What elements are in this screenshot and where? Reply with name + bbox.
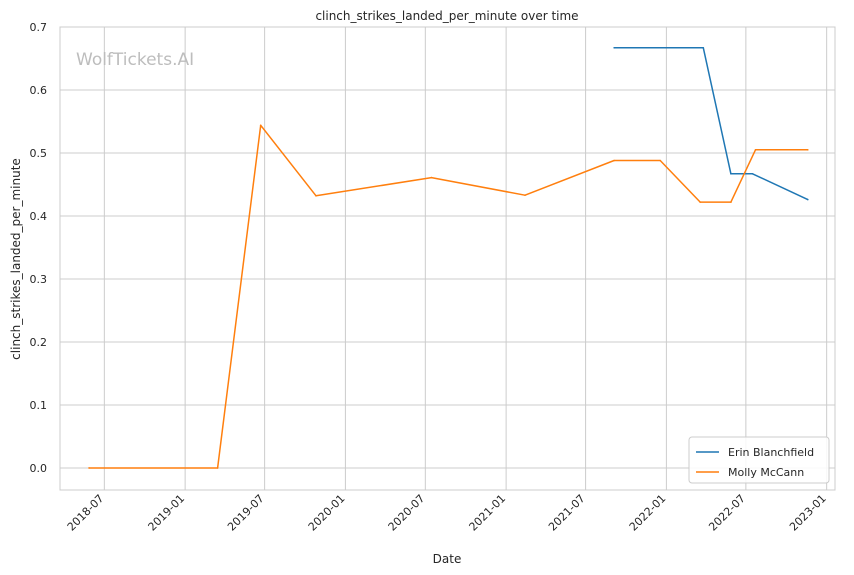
- y-axis-title: clinch_strikes_landed_per_minute: [9, 158, 23, 360]
- legend-box: [688, 436, 830, 484]
- data-point-molly-mccann: [806, 149, 809, 151]
- data-point-erin-blanchfield: [730, 172, 732, 175]
- x-tick-label: 2022-01: [627, 492, 669, 534]
- legend-label-erin-blanchfield: Erin Blanchfield: [728, 446, 814, 459]
- watermark: WolfTickets.AI: [76, 50, 194, 70]
- y-tick-label: 0.6: [30, 84, 48, 97]
- plot-area: [59, 26, 836, 491]
- series-layer: [88, 46, 809, 469]
- x-tick-label: 2021-01: [467, 492, 509, 534]
- x-tick-labels: 2018-07 2019-01 2019-07 2020-01 2020-07 2021-…: [65, 492, 829, 534]
- chart-title: clinch_strikes_landed_per_minute over ti…: [315, 9, 578, 23]
- x-axis-title: Date: [433, 552, 462, 566]
- legend: Erin Blanchfield Molly McCann: [688, 436, 830, 484]
- y-tick-label: 0.3: [30, 273, 48, 286]
- x-tick-label: 2020-01: [306, 492, 348, 534]
- data-point-molly-mccann: [315, 195, 317, 197]
- series-line-molly-mccann: [89, 124, 808, 469]
- x-tick-label: 2019-01: [146, 492, 188, 534]
- x-tick-label: 2022-07: [706, 492, 748, 534]
- data-point-molly-mccann: [259, 124, 262, 127]
- data-point-molly-mccann: [88, 467, 90, 469]
- y-tick-label: 0.4: [30, 210, 48, 223]
- x-tick-label: 2021-07: [546, 492, 588, 534]
- data-point-molly-mccann: [754, 149, 757, 151]
- data-point-erin-blanchfield: [702, 46, 705, 49]
- y-tick-label: 0.7: [30, 21, 48, 34]
- x-tick-label: 2019-07: [225, 492, 267, 534]
- y-tick-label: 0.0: [30, 462, 48, 475]
- data-point-molly-mccann: [730, 201, 732, 203]
- x-tick-label: 2020-07: [386, 492, 428, 534]
- x-tick-label: 2023-01: [787, 492, 829, 534]
- y-tick-label: 0.5: [30, 147, 48, 160]
- data-point-molly-mccann: [524, 194, 526, 196]
- y-tick-label: 0.1: [30, 399, 48, 412]
- data-point-molly-mccann: [430, 176, 433, 179]
- x-tick-label: 2018-07: [65, 492, 107, 534]
- data-point-molly-mccann: [613, 159, 615, 162]
- data-point-molly-mccann: [659, 159, 662, 162]
- y-tick-label: 0.2: [30, 336, 48, 349]
- data-point-molly-mccann: [699, 201, 701, 203]
- data-point-erin-blanchfield: [613, 46, 615, 49]
- data-point-erin-blanchfield: [806, 198, 809, 201]
- data-point-molly-mccann: [216, 467, 219, 469]
- data-point-erin-blanchfield: [751, 172, 754, 175]
- legend-label-molly-mccann: Molly McCann: [728, 466, 804, 479]
- y-tick-labels: 0.0 0.1 0.2 0.3 0.4 0.5 0.6 0.7: [30, 21, 48, 475]
